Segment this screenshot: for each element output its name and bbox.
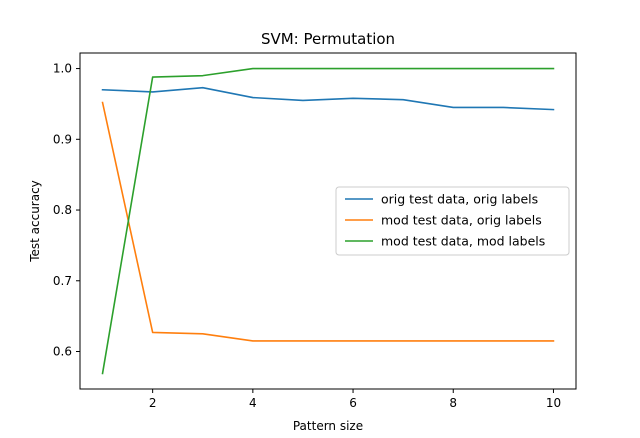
plot-area [79,52,577,390]
x-axis: 2 4 6 8 10 [149,389,561,410]
x-tick-label: 10 [546,396,561,410]
y-tick-label: 0.9 [53,132,72,146]
x-axis-label: Pattern size [293,419,363,433]
x-tick-label: 8 [449,396,457,410]
y-axis: 0.6 0.7 0.8 0.9 1.0 [53,62,80,359]
legend-label-3: mod test data, mod labels [381,234,545,249]
y-axis-label: Test accuracy [28,180,42,263]
x-tick-label: 6 [349,396,357,410]
series-line-2 [101,101,555,342]
y-tick-label: 1.0 [53,62,72,76]
x-tick-label: 2 [149,396,157,410]
legend-label-1: orig test data, orig labels [381,192,538,207]
series-layer [101,67,555,375]
chart-title: SVM: Permutation [261,30,395,48]
y-tick-label: 0.6 [53,345,72,359]
y-tick-label: 0.7 [53,274,72,288]
series-line-1 [101,86,555,111]
x-tick-label: 4 [249,396,257,410]
legend-box [335,186,570,256]
legend: orig test data, orig labels mod test data… [335,186,570,256]
series-line-3 [101,67,555,375]
plot-frame [79,52,577,390]
legend-label-2: mod test data, orig labels [381,213,542,228]
y-tick-label: 0.8 [53,203,72,217]
